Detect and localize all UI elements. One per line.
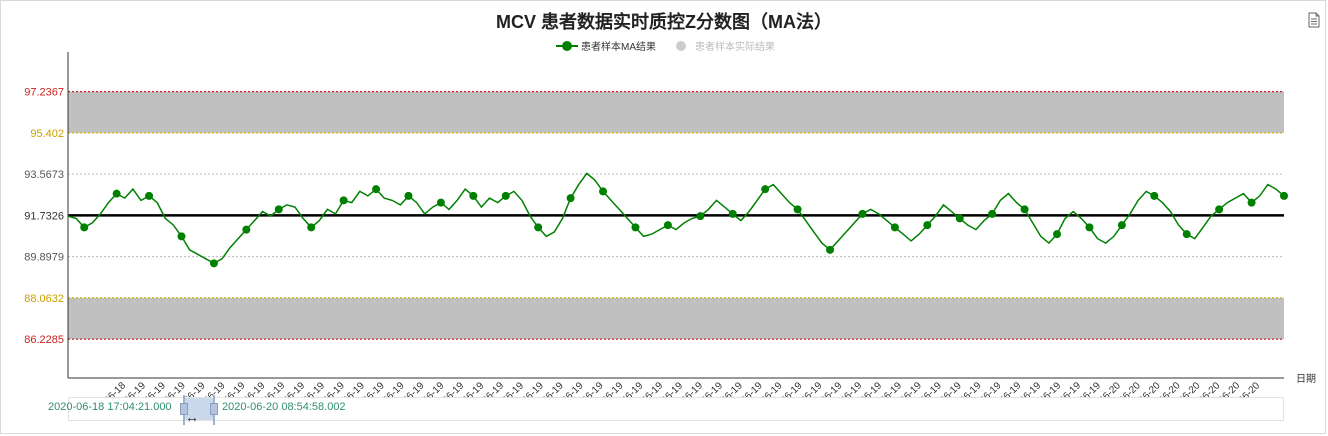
data-point <box>631 223 640 232</box>
data-point <box>112 189 121 198</box>
data-point <box>1020 205 1029 214</box>
data-point <box>1182 230 1191 239</box>
data-point <box>1117 221 1126 230</box>
data-point <box>339 196 348 205</box>
data-point <box>177 232 186 241</box>
legend-marker-green <box>556 40 578 51</box>
y-tick-label-5: 88.0632 <box>24 293 64 305</box>
data-point <box>1215 205 1224 214</box>
document-icon[interactable] <box>1308 12 1320 28</box>
y-tick-label-3: 91.7326 <box>24 210 64 222</box>
legend-label-actual-result: 患者样本实际结果 <box>695 42 775 53</box>
data-point <box>566 194 575 203</box>
drag-move-icon[interactable]: ↔ <box>185 409 199 425</box>
data-point <box>826 245 835 254</box>
y-tick-label-2: 93.5673 <box>24 169 64 181</box>
data-point <box>599 187 608 196</box>
data-point <box>1085 223 1094 232</box>
x-axis-label: 日期 <box>1296 373 1316 385</box>
data-point <box>793 205 802 214</box>
data-point <box>663 221 672 230</box>
data-point <box>209 259 218 268</box>
data-point <box>1280 191 1288 200</box>
data-point <box>1053 230 1062 239</box>
legend-item-ma-result[interactable]: 患者样本MA结果 <box>556 38 656 53</box>
data-point <box>890 223 899 232</box>
data-point <box>534 223 543 232</box>
data-zoom-slider[interactable] <box>68 395 1284 425</box>
legend-marker-grey <box>670 40 692 51</box>
data-point <box>404 191 413 200</box>
data-point <box>988 209 997 218</box>
data-zoom-handle-right[interactable] <box>210 395 218 425</box>
data-point <box>923 221 932 230</box>
y-tick-label-0: 97.2367 <box>24 87 64 99</box>
data-point <box>436 198 445 207</box>
chart-title: MCV 患者数据实时质控Z分数图（MA法） <box>496 12 832 32</box>
data-point <box>955 214 964 223</box>
data-zoom-start-label: 2020-06-18 17:04:21.000 <box>48 401 172 413</box>
data-point <box>1150 191 1159 200</box>
data-point <box>242 225 251 234</box>
data-point <box>145 191 154 200</box>
data-point <box>307 223 316 232</box>
data-point <box>469 191 478 200</box>
series-line-ma-result <box>67 172 1285 265</box>
control-band-1 <box>68 297 1284 340</box>
data-zoom-handle-left[interactable] <box>180 395 188 425</box>
y-tick-label-4: 89.8979 <box>24 252 64 264</box>
data-point <box>696 212 705 221</box>
data-point <box>728 209 737 218</box>
data-point <box>80 223 89 232</box>
data-point <box>761 185 770 194</box>
legend: 患者样本MA结果 患者样本实际结果 <box>556 38 775 53</box>
data-point <box>501 191 510 200</box>
y-tick-label-6: 86.2285 <box>24 334 64 346</box>
y-tick-label-1: 95.402 <box>30 128 64 140</box>
legend-label-ma-result: 患者样本MA结果 <box>581 42 656 53</box>
data-point <box>1247 198 1256 207</box>
data-point <box>274 205 283 214</box>
legend-item-actual-result[interactable]: 患者样本实际结果 <box>670 38 775 53</box>
data-zoom-selection[interactable] <box>184 398 214 420</box>
data-point <box>372 185 381 194</box>
data-point <box>858 209 867 218</box>
control-band-0 <box>68 91 1284 133</box>
data-zoom-end-label: 2020-06-20 08:54:58.002 <box>222 401 346 413</box>
